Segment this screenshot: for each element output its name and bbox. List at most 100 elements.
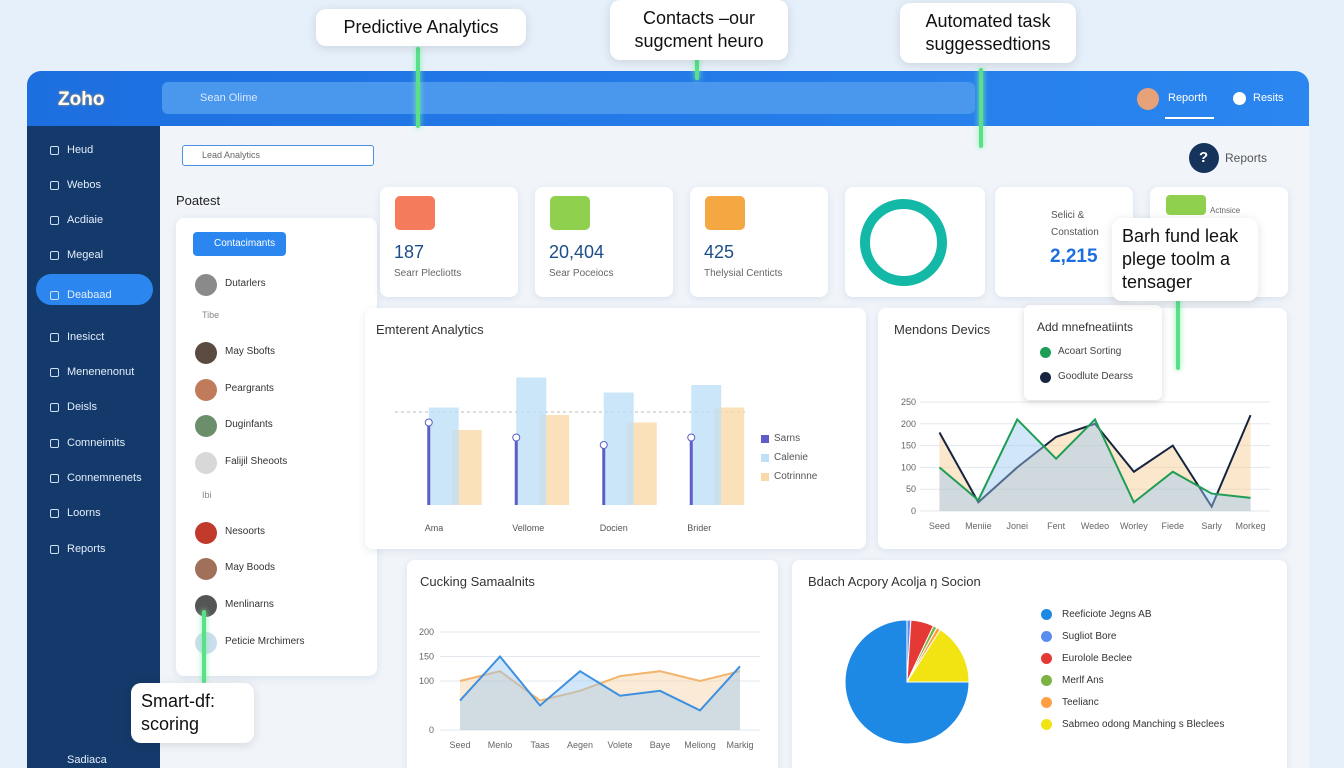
sidebar-icon xyxy=(50,509,59,518)
contact-avatar xyxy=(195,632,217,654)
nav-item: Resits xyxy=(1253,92,1284,104)
x-tick-label: Worley xyxy=(1120,521,1148,531)
y-tick-label: 200 xyxy=(419,627,434,637)
sidebar-icon xyxy=(50,251,59,260)
callout-arrow xyxy=(695,52,699,80)
avatar xyxy=(1137,88,1159,110)
sidebar-item: Webos xyxy=(67,179,102,191)
sidebar-item: Megeal xyxy=(67,249,104,261)
card xyxy=(995,187,1133,297)
x-tick-label: Menlo xyxy=(488,740,513,750)
legend-label: Eurolole Beclee xyxy=(1062,653,1133,664)
legend-dot xyxy=(1041,653,1052,664)
x-tick-label: Docien xyxy=(599,523,628,533)
search-icon-label: Sean Olime xyxy=(200,92,258,104)
card-label: Thelysial Centicts xyxy=(704,268,783,279)
x-tick-label: Meniie xyxy=(965,521,992,531)
x-tick-label: Aegen xyxy=(567,740,593,750)
card-icon xyxy=(705,196,745,230)
x-tick-label: Brider xyxy=(687,523,712,533)
search-bar xyxy=(162,82,975,114)
card-label: Searr Plecliotts xyxy=(394,268,462,279)
legend-swatch xyxy=(761,473,769,481)
sidebar-item: Deabaad xyxy=(67,289,112,301)
contact-avatar xyxy=(195,595,217,617)
x-tick-label: Fiede xyxy=(1162,521,1185,531)
area xyxy=(460,656,740,730)
sidebar-item: Loorns xyxy=(67,507,101,519)
bar-dot xyxy=(512,433,521,442)
contact-avatar xyxy=(195,274,217,296)
x-tick-label: Taas xyxy=(530,740,550,750)
contact-avatar xyxy=(195,342,217,364)
callout: Contacts –our sugcment heuro xyxy=(610,0,788,60)
y-tick-label: 50 xyxy=(906,484,916,494)
card-value: 20,404 xyxy=(549,242,605,262)
y-tick-label: 0 xyxy=(911,506,916,516)
area xyxy=(460,671,740,730)
x-tick-label: Fent xyxy=(1047,521,1066,531)
sidebar-footer: Sadiaca xyxy=(67,754,107,766)
callout: Predictive Analytics xyxy=(316,9,526,46)
x-tick-label: Jonei xyxy=(1006,521,1028,531)
pie-slice xyxy=(906,628,970,683)
x-tick-label: Markig xyxy=(726,740,753,750)
contact-name: May Sbofts xyxy=(225,346,276,357)
y-tick-label: 150 xyxy=(419,652,434,662)
legend-dot xyxy=(1041,697,1052,708)
callout: Barh fund leak plege toolm a tensager xyxy=(1112,218,1258,301)
legend-label: Sugliot Bore xyxy=(1062,631,1117,642)
card-icon xyxy=(550,196,590,230)
x-tick-label: Baye xyxy=(650,740,671,750)
y-tick-label: 150 xyxy=(901,441,916,451)
card-label: Actnsice xyxy=(1210,206,1241,215)
x-tick-label: Sarly xyxy=(1201,521,1222,531)
sidebar-item: Deisls xyxy=(67,401,97,413)
sidebar-icon xyxy=(50,545,59,554)
contact-avatar xyxy=(195,452,217,474)
x-tick-label: Ama xyxy=(424,523,444,533)
area xyxy=(939,419,1251,511)
bar xyxy=(427,422,431,505)
sidebar-item: Reports xyxy=(67,543,106,555)
donut xyxy=(860,199,947,286)
contact-name: Falijil Sheoots xyxy=(225,456,288,467)
contact-name: Dutarlers xyxy=(225,278,266,289)
panel-search-text: Lead Analytics xyxy=(202,150,261,160)
chart-title: Mendons Devics xyxy=(894,322,991,337)
line xyxy=(938,417,1251,504)
sidebar-item: Menenenonut xyxy=(67,366,135,378)
bar xyxy=(602,445,606,505)
panel-button xyxy=(193,232,286,256)
y-tick-label: 100 xyxy=(901,462,916,472)
legend-dot xyxy=(1041,609,1052,620)
legend-label: Teelianc xyxy=(1062,697,1099,708)
x-tick-label: Volete xyxy=(607,740,632,750)
sidebar-icon xyxy=(50,291,59,300)
x-tick-label: Vellome xyxy=(512,523,545,533)
card-icon xyxy=(1166,195,1206,215)
contact-avatar xyxy=(195,522,217,544)
legend-label: Cotrinnne xyxy=(774,471,818,482)
bar-dot xyxy=(599,441,608,449)
card-value: 425 xyxy=(704,242,735,262)
callout-arrow xyxy=(416,47,420,128)
y-tick-label: 200 xyxy=(901,419,916,429)
legend-label: Sarns xyxy=(774,433,801,444)
legend-dot xyxy=(1040,347,1051,358)
line xyxy=(459,654,741,712)
sidebar-icon xyxy=(50,146,59,155)
legend-label: Reeficiote Jegns AB xyxy=(1062,609,1152,620)
contact-name: Peargrants xyxy=(225,383,274,394)
legend-dot xyxy=(1040,372,1051,383)
panel-search xyxy=(182,145,374,166)
legend-label: Acoart Sorting xyxy=(1058,346,1122,357)
sidebar-icon xyxy=(50,368,59,377)
contact-name: Nesoorts xyxy=(225,526,266,537)
legend-dot xyxy=(1041,631,1052,642)
card-label: Selici & Constation xyxy=(1051,210,1099,238)
chart-title: Cucking Samaalnits xyxy=(420,574,535,589)
x-tick-label: Morkeg xyxy=(1236,521,1266,531)
